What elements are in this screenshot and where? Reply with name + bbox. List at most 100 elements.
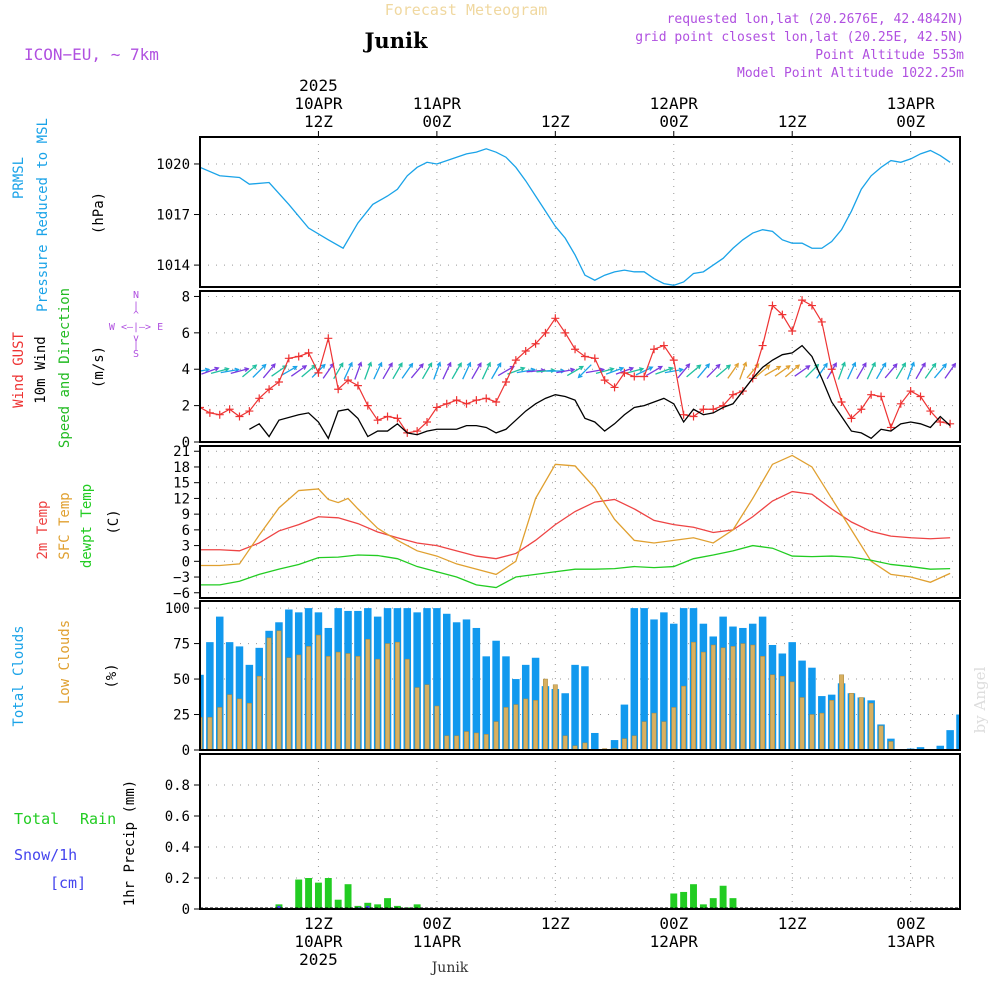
wind-arrow-head	[436, 361, 442, 367]
wind-arrow	[739, 362, 747, 380]
wind-arrow-head	[577, 373, 583, 379]
sfc-temp-line	[200, 454, 951, 583]
wind-arrow-head	[224, 367, 230, 372]
wind-arrow-head	[951, 362, 957, 368]
wind-arrow-head	[734, 362, 739, 368]
bottom-time-label: 12Z	[778, 914, 807, 933]
wind-arrow	[816, 363, 828, 379]
gust-marker	[265, 385, 274, 394]
low-cloud-bar	[200, 717, 203, 750]
wind-arrow	[516, 368, 535, 374]
rain-bar	[699, 904, 707, 909]
rain-bar	[324, 878, 332, 909]
wind-arrow	[401, 363, 413, 379]
wind-arrow-head	[871, 361, 876, 367]
low-cloud-bar	[779, 675, 785, 750]
pressure-ytick-label: 1020	[156, 157, 190, 173]
wind-arrow-head	[427, 362, 433, 368]
wind-arrow	[421, 362, 433, 380]
rain-bar	[709, 898, 717, 909]
low-cloud-bar	[819, 712, 825, 750]
wind-arrow	[442, 362, 452, 380]
wind-arrow	[595, 368, 614, 375]
wind-arrow-head	[446, 361, 452, 367]
bottom-time-label: 00Z	[422, 914, 451, 933]
snow-bar	[277, 905, 281, 909]
temp-ytick-label: −3	[173, 570, 190, 586]
wind-arrow	[924, 363, 937, 379]
wind-arrow	[322, 363, 335, 379]
wind-arrow-head	[408, 362, 414, 368]
wind-arrow-head	[348, 361, 353, 367]
wind-arrow-head	[776, 365, 782, 371]
top-time-label: 13APR	[887, 94, 936, 113]
wind-arrow-head	[881, 362, 887, 368]
total-cloud-bar	[630, 608, 639, 750]
low-cloud-bar	[296, 654, 302, 750]
wind-arrow-head	[204, 367, 211, 373]
wind-arrow	[382, 362, 393, 380]
gust-marker	[304, 348, 313, 357]
pressure-label-1: PRMSL	[11, 157, 27, 199]
low-cloud-bar	[710, 644, 716, 750]
wind-arrow	[706, 364, 721, 378]
wind-arrow	[715, 364, 731, 378]
wind-arrow	[200, 368, 209, 372]
wind-arrow-head	[668, 366, 674, 372]
gust-marker	[344, 376, 353, 385]
gust-marker	[640, 372, 649, 381]
low-cloud-bar	[306, 646, 311, 750]
gust-marker	[669, 356, 678, 365]
total-cloud-bar	[650, 619, 658, 750]
total-cloud-bar	[502, 656, 510, 750]
bottom-time-label: 12APR	[650, 932, 699, 951]
wind-arrow	[764, 365, 781, 377]
low-cloud-bar	[246, 702, 252, 750]
wind-arrow-head	[292, 365, 298, 371]
wind-arrow-head	[320, 363, 326, 369]
gust-marker	[373, 416, 382, 425]
gust-marker	[235, 412, 244, 421]
top-time-label: 12Z	[541, 112, 570, 131]
gust-marker	[590, 354, 599, 363]
wind-arrow-head	[862, 362, 867, 368]
low-cloud-bar	[365, 639, 371, 750]
pressure-unit: (hPa)	[91, 192, 107, 234]
wind-arrow	[230, 368, 249, 375]
wind-arrow-head	[851, 361, 857, 367]
low-cloud-bar	[700, 651, 706, 750]
wind-arrow-head	[942, 363, 947, 369]
gust-marker	[827, 365, 836, 374]
wind-arrow	[566, 365, 584, 377]
rain-bar	[690, 884, 697, 909]
rain-bar	[729, 898, 737, 909]
gust-marker	[709, 405, 718, 414]
bottom-time-label: 12Z	[304, 914, 333, 933]
temp-ytick-label: 18	[173, 460, 190, 476]
gust-marker	[699, 405, 708, 414]
grid-coords: grid point closest lon,lat (20.25E, 42.5…	[635, 30, 964, 45]
compass-n: N	[133, 290, 139, 301]
low-cloud-bar	[276, 630, 282, 750]
gust-marker	[571, 345, 580, 354]
compass-s: S	[133, 349, 139, 360]
low-cloud-bar	[207, 717, 213, 750]
wind-arrow-head	[234, 367, 240, 373]
temp2m-line	[200, 490, 951, 560]
wind-arrow	[755, 364, 770, 378]
wind-panel: 0 2 4 6 8	[182, 289, 961, 451]
gust-marker	[857, 405, 866, 414]
low-cloud-bar	[256, 675, 262, 750]
total-cloud-bar	[946, 730, 954, 750]
wind-arrow-head	[921, 362, 926, 368]
gust-marker	[541, 328, 550, 337]
wind-arrow	[875, 362, 887, 380]
wind-arrow	[373, 362, 383, 380]
wind-arrow-head	[302, 365, 308, 370]
rain-bar	[295, 879, 303, 909]
precip-ytick-label: 0.8	[165, 778, 190, 794]
wind-arrow	[578, 364, 592, 378]
gust-marker	[561, 328, 570, 337]
